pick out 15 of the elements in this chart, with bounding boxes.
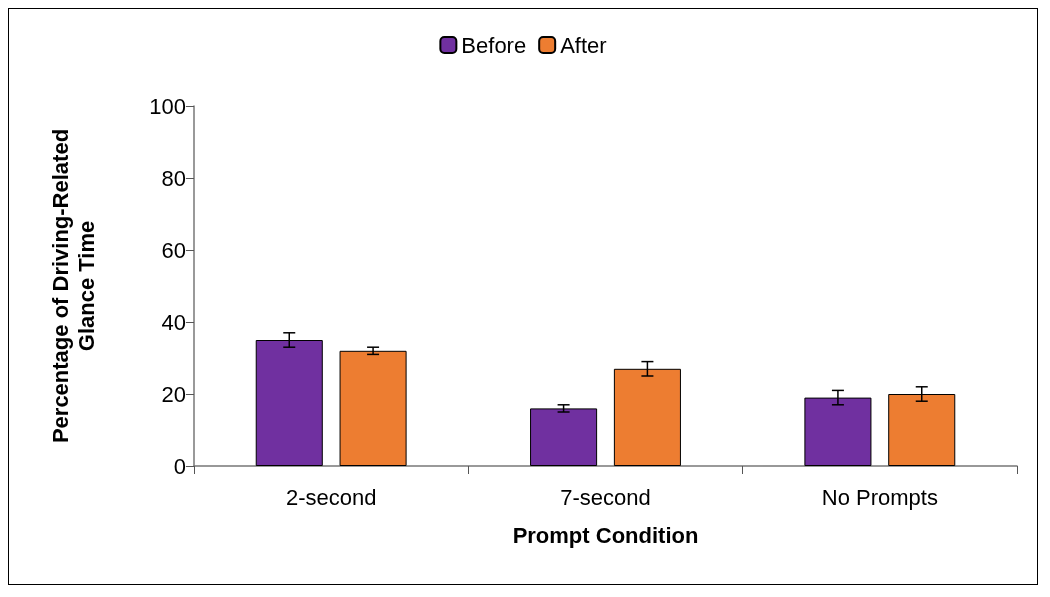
y-tick-label: 20 — [161, 381, 186, 407]
x-tick-label: 2-second — [285, 484, 377, 510]
x-axis-title: Prompt Condition — [512, 522, 699, 548]
bar — [339, 350, 407, 466]
y-tick-label: 60 — [161, 237, 186, 263]
y-axis-title: Percentage of Driving-Related Glance Time — [47, 128, 99, 444]
y-tick-label: 100 — [149, 93, 186, 119]
x-tick-label: 7-second — [560, 484, 651, 510]
legend-label: After — [560, 32, 607, 58]
y-tick-label: 40 — [161, 309, 186, 335]
y-tick-label: 80 — [161, 165, 186, 191]
y-tick-label: 0 — [173, 453, 186, 479]
x-tick-label: No Prompts — [821, 484, 938, 510]
bar — [530, 408, 598, 466]
legend-label: Before — [461, 32, 527, 58]
